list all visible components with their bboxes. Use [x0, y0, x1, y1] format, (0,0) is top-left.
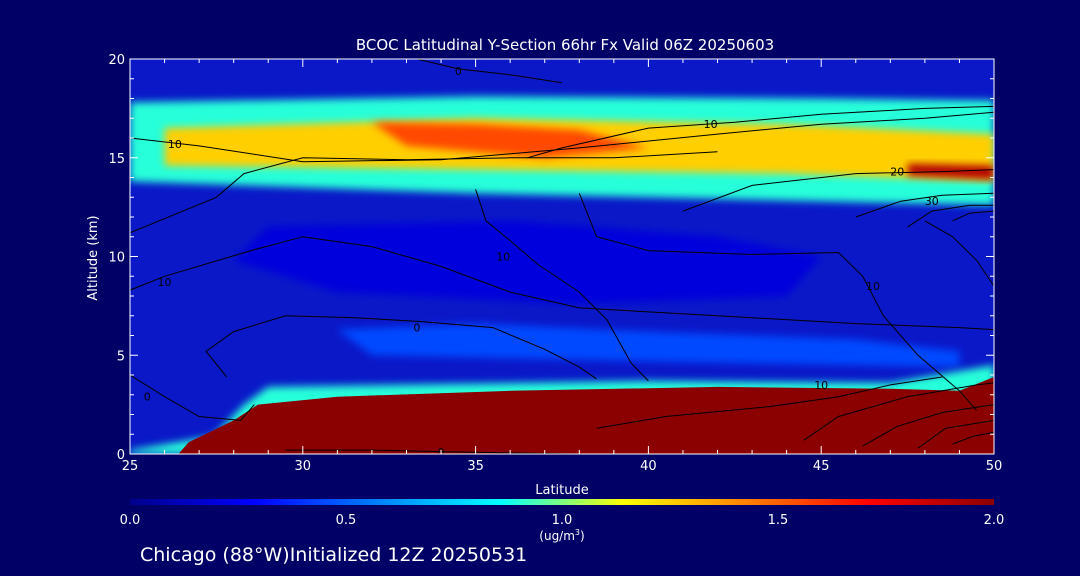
contour-label: 0: [413, 322, 420, 335]
footer-text: Chicago (88°W)Initialized 12Z 20250531: [140, 544, 527, 566]
contour-line: [917, 419, 994, 449]
colorbar-tick-label: 0.0: [120, 513, 141, 528]
contour-line: [682, 169, 994, 212]
chart-title: BCOC Latitudinal Y-Section 66hr Fx Valid…: [356, 36, 774, 54]
colorbar-unit-close: ): [580, 529, 585, 543]
contour-line: [855, 192, 994, 218]
x-tick-label: 40: [640, 459, 657, 474]
y-axis-label: Altitude (km): [86, 215, 101, 300]
colorbar-tick-label: 1.5: [768, 513, 789, 528]
contour-label: 10: [866, 280, 880, 293]
contour-line: [952, 431, 994, 445]
footer-initialized: Initialized 12Z 20250531: [290, 544, 528, 566]
contour-label: 20: [890, 166, 904, 179]
contour-line: [907, 204, 994, 228]
contour-label: 10: [168, 138, 182, 151]
contour-lines: 01010203010101000010: [130, 59, 994, 454]
contour-line: [527, 105, 994, 159]
contour-line: [475, 189, 649, 382]
y-tick-label: 20: [108, 53, 125, 68]
contour-line: [862, 404, 994, 447]
plot-area: 01010203010101000010: [129, 58, 995, 455]
colorbar-unit-text: (ug/m: [539, 529, 575, 543]
concentration-fill: [130, 96, 994, 454]
contour-label: 10: [814, 379, 828, 392]
contour-label: 30: [925, 195, 939, 208]
x-tick-label: 25: [122, 459, 139, 474]
fill-region: [233, 220, 822, 304]
x-tick-label: 35: [467, 459, 484, 474]
y-tick-label: 5: [117, 349, 125, 364]
contour-line: [285, 449, 580, 454]
footer-location: Chicago (88°W): [140, 544, 290, 566]
y-tick-label: 10: [108, 251, 125, 266]
contour-line: [803, 382, 994, 441]
contour-line: [416, 59, 563, 84]
x-axis: 25 30 35 40 45 50: [122, 59, 1003, 474]
colorbar-unit-superscript: 3: [575, 528, 580, 537]
fill-region: [371, 122, 649, 158]
x-axis-label: Latitude: [535, 483, 589, 498]
colorbar-ramp: [130, 499, 994, 505]
contour-label: 0: [144, 391, 151, 404]
colorbar-unit: (ug/m3): [539, 528, 584, 543]
contour-line: [130, 151, 718, 234]
contour-line: [578, 193, 978, 411]
contour-label: 10: [496, 251, 510, 264]
x-tick-label: 45: [813, 459, 830, 474]
colorbar-ticks: 0.0 0.5 1.0 1.5 2.0: [120, 513, 1005, 528]
contour-label: 10: [158, 276, 172, 289]
y-tick-label: 15: [108, 152, 125, 167]
x-tick-label: 30: [295, 459, 312, 474]
fill-region: [178, 377, 994, 454]
contour-line: [205, 315, 597, 380]
contour-line: [130, 236, 994, 331]
fill-region: [337, 323, 960, 368]
colorbar-tick-label: 2.0: [984, 513, 1005, 528]
contour-line: [130, 111, 994, 163]
contour-line: [924, 220, 994, 287]
contour-label: 0: [455, 65, 462, 78]
contour-line: [596, 376, 943, 429]
y-axis: 0 5 10 15 20: [108, 53, 994, 463]
contour-line: [130, 374, 255, 421]
contour-label: 10: [704, 118, 718, 131]
colorbar-tick-label: 1.0: [552, 513, 573, 528]
contour-line: [952, 210, 994, 222]
x-tick-label: 50: [986, 459, 1003, 474]
colorbar-tick-label: 0.5: [336, 513, 357, 528]
colorbar: 0.0 0.5 1.0 1.5 2.0 (ug/m3): [120, 499, 1005, 543]
y-tick-label: 0: [117, 448, 125, 463]
